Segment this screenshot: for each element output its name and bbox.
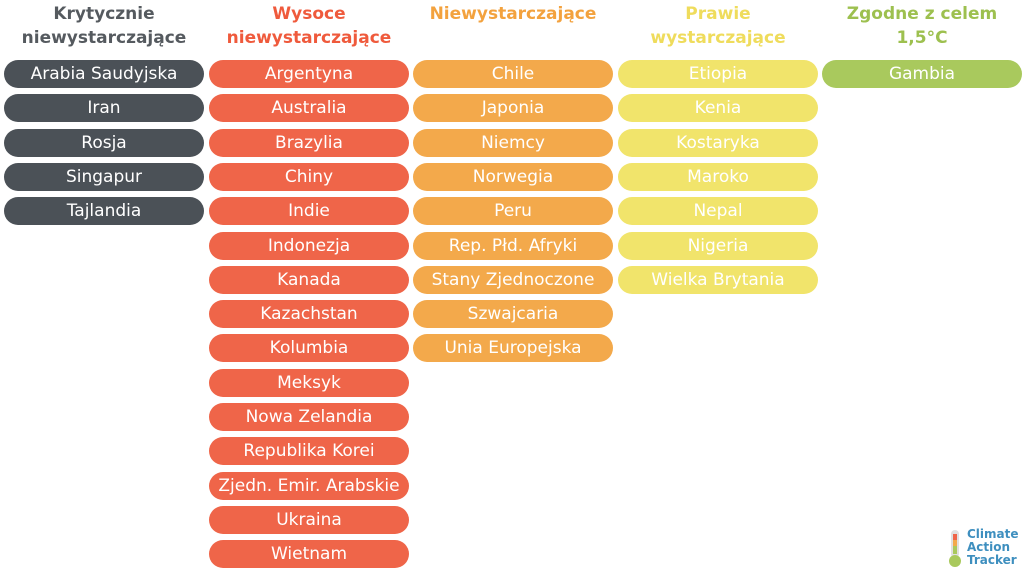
title-line: Prawie [685, 4, 751, 24]
country-pill: Nigeria [618, 231, 818, 260]
country-pill: Meksyk [209, 368, 409, 397]
column-title: Wysoce niewystarczające [207, 2, 411, 50]
logo-line: Action [967, 540, 1011, 554]
country-pill: Kanada [209, 265, 409, 294]
country-pill: Nepal [618, 197, 818, 226]
country-pill: Kostaryka [618, 128, 818, 157]
country-pill: Rep. Płd. Afryki [413, 231, 613, 260]
column-title: Zgodne z celem 1,5°C [820, 2, 1024, 50]
country-pill: Kolumbia [209, 334, 409, 363]
column-title: Prawie wystarczające [616, 2, 820, 50]
country-pill: Ukraina [209, 505, 409, 534]
country-pill: Tajlandia [4, 197, 204, 226]
country-pill: Gambia [822, 60, 1022, 88]
country-pill: Chiny [209, 162, 409, 191]
country-pill: Indie [209, 197, 409, 226]
country-pill: Kenia [618, 94, 818, 123]
country-pill: Szwajcaria [413, 300, 613, 329]
country-pill: Kazachstan [209, 300, 409, 329]
country-pill: Japonia [413, 94, 613, 123]
country-pill: Unia Europejska [413, 334, 613, 363]
country-pill: Rosja [4, 128, 204, 157]
title-line: 1,5°C [896, 28, 948, 48]
title-line: Zgodne z celem [846, 4, 998, 24]
country-pill: Zjedn. Emir. Arabskie [209, 471, 409, 500]
country-pill: Maroko [618, 162, 818, 191]
title-line: Krytycznie [53, 4, 155, 24]
country-pill: Chile [413, 60, 613, 88]
title-line: Niewystarczające [429, 4, 597, 24]
country-pill: Indonezja [209, 231, 409, 260]
logo-line: Tracker [967, 553, 1017, 567]
title-line: wystarczające [650, 28, 786, 48]
country-pill: Etiopia [618, 60, 818, 88]
title-line: Wysoce [272, 4, 346, 24]
country-pill: Arabia Saudyjska [4, 60, 204, 88]
country-pill: Iran [4, 94, 204, 123]
country-pill: Nowa Zelandia [209, 403, 409, 431]
logo-line: Climate [967, 527, 1019, 541]
logo-text: Climate Action Tracker [967, 528, 1019, 567]
country-pill: Wielka Brytania [618, 265, 818, 294]
country-pill: Niemcy [413, 128, 613, 157]
thermometer-icon [949, 530, 961, 567]
column-title: Niewystarczające [411, 2, 615, 26]
title-line: niewystarczające [226, 28, 392, 48]
country-pill: Brazylia [209, 128, 409, 157]
country-pill: Republika Korei [209, 437, 409, 466]
country-pill: Argentyna [209, 60, 409, 88]
country-pill: Singapur [4, 162, 204, 191]
country-pill: Wietnam [209, 540, 409, 569]
logo: Climate Action Tracker [945, 528, 1024, 570]
country-pill: Stany Zjednoczone [413, 265, 613, 294]
title-line: niewystarczające [21, 28, 187, 48]
country-pill: Norwegia [413, 162, 613, 191]
country-pill: Peru [413, 197, 613, 226]
column-title: Krytycznie niewystarczające [2, 2, 206, 50]
country-pill: Australia [209, 94, 409, 123]
